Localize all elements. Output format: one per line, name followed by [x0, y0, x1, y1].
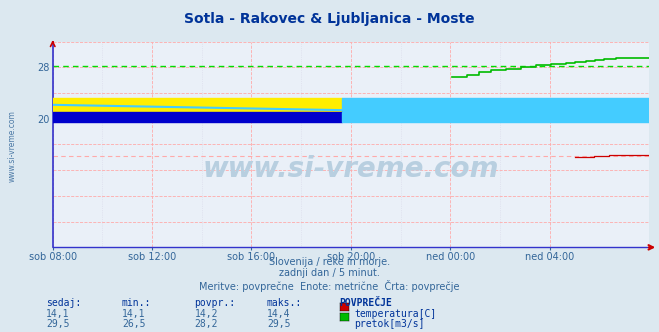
Text: 26,5: 26,5 [122, 319, 146, 329]
Bar [0, 112, 342, 122]
Bar [342, 98, 659, 112]
Text: www.si-vreme.com: www.si-vreme.com [8, 110, 17, 182]
Text: www.si-vreme.com: www.si-vreme.com [203, 155, 499, 183]
Text: 14,1: 14,1 [46, 309, 70, 319]
Text: sedaj:: sedaj: [46, 298, 81, 308]
Text: Sotla - Rakovec & Ljubljanica - Moste: Sotla - Rakovec & Ljubljanica - Moste [184, 12, 475, 26]
Text: 14,4: 14,4 [267, 309, 291, 319]
Text: 28,2: 28,2 [194, 319, 218, 329]
Text: Slovenija / reke in morje.: Slovenija / reke in morje. [269, 257, 390, 267]
Text: 29,5: 29,5 [267, 319, 291, 329]
Text: zadnji dan / 5 minut.: zadnji dan / 5 minut. [279, 268, 380, 278]
Text: POVPREČJE: POVPREČJE [339, 298, 392, 308]
Text: maks.:: maks.: [267, 298, 302, 308]
Text: 14,2: 14,2 [194, 309, 218, 319]
Text: povpr.:: povpr.: [194, 298, 235, 308]
Text: min.:: min.: [122, 298, 152, 308]
Bar [0, 98, 342, 112]
Text: Meritve: povprečne  Enote: metrične  Črta: povprečje: Meritve: povprečne Enote: metrične Črta:… [199, 280, 460, 291]
Bar [342, 112, 659, 122]
Text: 14,1: 14,1 [122, 309, 146, 319]
Text: 29,5: 29,5 [46, 319, 70, 329]
Text: temperatura[C]: temperatura[C] [355, 309, 437, 319]
Text: pretok[m3/s]: pretok[m3/s] [355, 319, 425, 329]
